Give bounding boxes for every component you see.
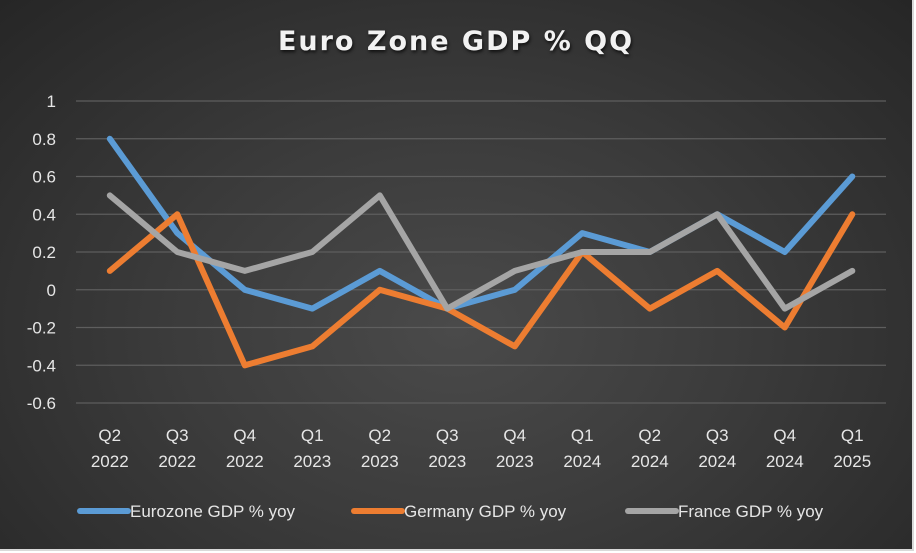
x-tick-label-year: 2024 [698, 452, 736, 471]
x-tick-label-quarter: Q2 [98, 426, 121, 445]
y-tick-label: 0.2 [32, 243, 56, 262]
x-tick-label-year: 2022 [91, 452, 129, 471]
x-tick-label-year: 2023 [293, 452, 331, 471]
x-tick-label-quarter: Q3 [706, 426, 729, 445]
x-tick-label-quarter: Q4 [773, 426, 796, 445]
legend-label-eurozone: Eurozone GDP % yoy [130, 502, 296, 521]
x-tick-label-quarter: Q1 [571, 426, 594, 445]
chart-title: Euro Zone GDP % QQ [277, 26, 635, 57]
y-tick-label: -0.2 [27, 319, 56, 338]
y-tick-label: 1 [47, 92, 56, 111]
x-axis: Q2 2022 Q3 2022 Q4 2022 Q1 2023 Q2 2023 Q3 2023 Q4 20… [91, 426, 871, 471]
x-tick-label-quarter: Q1 [301, 426, 324, 445]
legend: Eurozone GDP % yoy Germany GDP % yoy Franc… [77, 502, 824, 521]
x-tick-label-year: 2022 [226, 452, 264, 471]
y-tick-label: 0.4 [32, 205, 56, 224]
x-tick-label-year: 2023 [361, 452, 399, 471]
x-tick-label-year: 2025 [833, 452, 871, 471]
x-tick-label-year: 2024 [563, 452, 601, 471]
legend-label-france: France GDP % yoy [678, 502, 824, 521]
y-tick-label: 0 [47, 281, 56, 300]
x-tick-label-quarter: Q2 [368, 426, 391, 445]
series-line-france [106, 192, 856, 312]
x-tick-label-year: 2022 [158, 452, 196, 471]
x-tick-label-year: 2023 [428, 452, 466, 471]
series-line-eurozone [106, 135, 856, 312]
y-tick-label: 0.8 [32, 130, 56, 149]
x-tick-label-quarter: Q2 [638, 426, 661, 445]
y-axis: 1 0.8 0.6 0.4 0.2 0 -0.2 -0.4 -0.6 [27, 92, 56, 413]
x-tick-label-year: 2024 [631, 452, 669, 471]
legend-label-germany: Germany GDP % yoy [404, 502, 567, 521]
x-tick-label-quarter: Q4 [233, 426, 256, 445]
series-line-germany [106, 211, 856, 369]
series-lines [106, 135, 856, 369]
y-tick-label: -0.6 [27, 394, 56, 413]
x-tick-label-quarter: Q4 [503, 426, 526, 445]
y-tick-label: -0.4 [27, 356, 56, 375]
x-tick-label-quarter: Q3 [436, 426, 459, 445]
x-tick-label-quarter: Q3 [166, 426, 189, 445]
x-tick-label-year: 2024 [766, 452, 804, 471]
y-tick-label: 0.6 [32, 168, 56, 187]
x-tick-label-year: 2023 [496, 452, 534, 471]
x-tick-label-quarter: Q1 [841, 426, 864, 445]
